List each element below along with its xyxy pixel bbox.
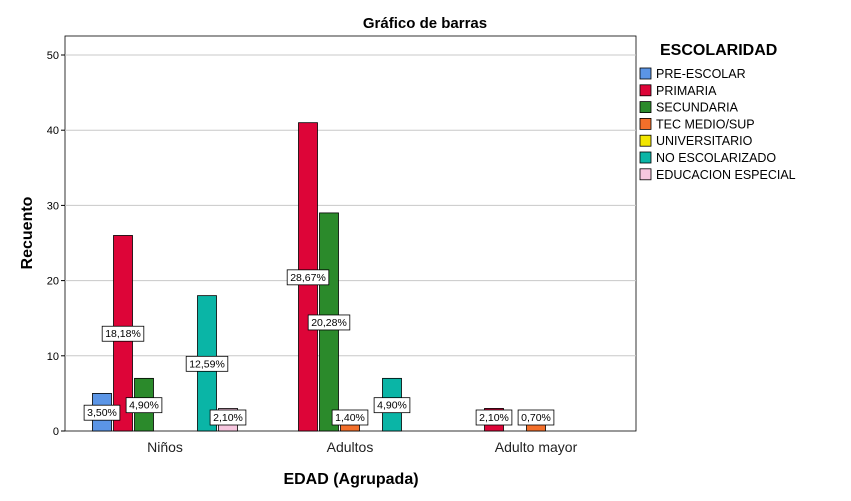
y-tick-label: 10 [47, 351, 59, 363]
legend-swatch [639, 67, 652, 80]
data-label-text: 3,50% [87, 407, 117, 419]
data-label-box [185, 355, 229, 372]
legend-swatch [639, 168, 652, 181]
data-label-text: 20,28% [311, 317, 347, 329]
data-label-text: 12,59% [189, 358, 225, 370]
legend-entry: PRE-ESCOLAR [656, 67, 746, 81]
data-label: 1,40% [331, 409, 369, 426]
legend-entry: NO ESCOLARIZADO [656, 151, 776, 165]
chart-title: Gráfico de barras [363, 15, 487, 32]
data-label-box [331, 409, 369, 426]
y-axis-label: Recuento [19, 196, 36, 269]
data-label-text: 18,18% [105, 328, 141, 340]
plot-area: 0 10 20 30 40 50 Niños Adultos Adulto mayor 3,50%… [47, 35, 637, 455]
legend-swatch [639, 118, 652, 130]
data-label-text: 2,10% [479, 412, 509, 424]
data-label: 4,90% [125, 397, 163, 414]
data-label-box [517, 409, 555, 426]
legend-swatch [639, 84, 652, 97]
y-tick-label: 0 [53, 426, 59, 438]
data-label-box [307, 314, 351, 331]
data-label: 20,28% [307, 314, 351, 331]
data-label-text: 2,10% [213, 412, 243, 424]
data-label: 3,50% [83, 404, 121, 421]
legend-swatch [639, 151, 652, 164]
x-tick-label: Niños [147, 439, 183, 455]
data-label-box [475, 409, 513, 426]
data-label: 0,70% [517, 409, 555, 426]
data-label-box [83, 404, 121, 421]
data-label-text: 0,70% [521, 412, 551, 424]
data-label: 2,10% [209, 409, 247, 426]
legend: PRE-ESCOLAR PRIMARIA SECUNDARIA TEC MEDIO/S… [639, 67, 796, 182]
data-label-box [286, 269, 330, 286]
legend-title: ESCOLARIDAD [660, 42, 777, 59]
legend-swatch [639, 134, 652, 147]
y-tick-label: 20 [47, 276, 59, 288]
data-label-box [101, 325, 145, 342]
data-label: 12,59% [185, 355, 229, 372]
legend-entry: UNIVERSITARIO [656, 134, 753, 148]
data-label-text: 1,40% [335, 412, 365, 424]
y-tick-label: 30 [47, 200, 59, 212]
data-label: 28,67% [286, 269, 330, 286]
x-axis-label: EDAD (Agrupada) [283, 471, 418, 488]
data-label-box [125, 397, 163, 414]
data-label: 18,18% [101, 325, 145, 342]
data-label-box [373, 397, 411, 414]
data-label: 4,90% [373, 397, 411, 414]
x-tick-label: Adultos [327, 439, 374, 455]
legend-swatch [639, 101, 652, 113]
data-label-box [209, 409, 247, 426]
data-label-text: 28,67% [290, 272, 326, 284]
plot-frame [64, 35, 637, 432]
legend-entry: PRIMARIA [656, 84, 717, 98]
x-tick-label: Adulto mayor [495, 439, 578, 455]
legend-entry: TEC MEDIO/SUP [656, 117, 755, 131]
legend-entry: EDUCACION ESPECIAL [656, 168, 796, 182]
data-label-text: 4,90% [129, 400, 159, 412]
legend-entry: SECUNDARIA [656, 101, 739, 115]
y-tick-label: 40 [47, 125, 59, 137]
data-label-text: 4,90% [377, 400, 407, 412]
data-label: 2,10% [475, 409, 513, 426]
y-tick-label: 50 [47, 50, 59, 62]
